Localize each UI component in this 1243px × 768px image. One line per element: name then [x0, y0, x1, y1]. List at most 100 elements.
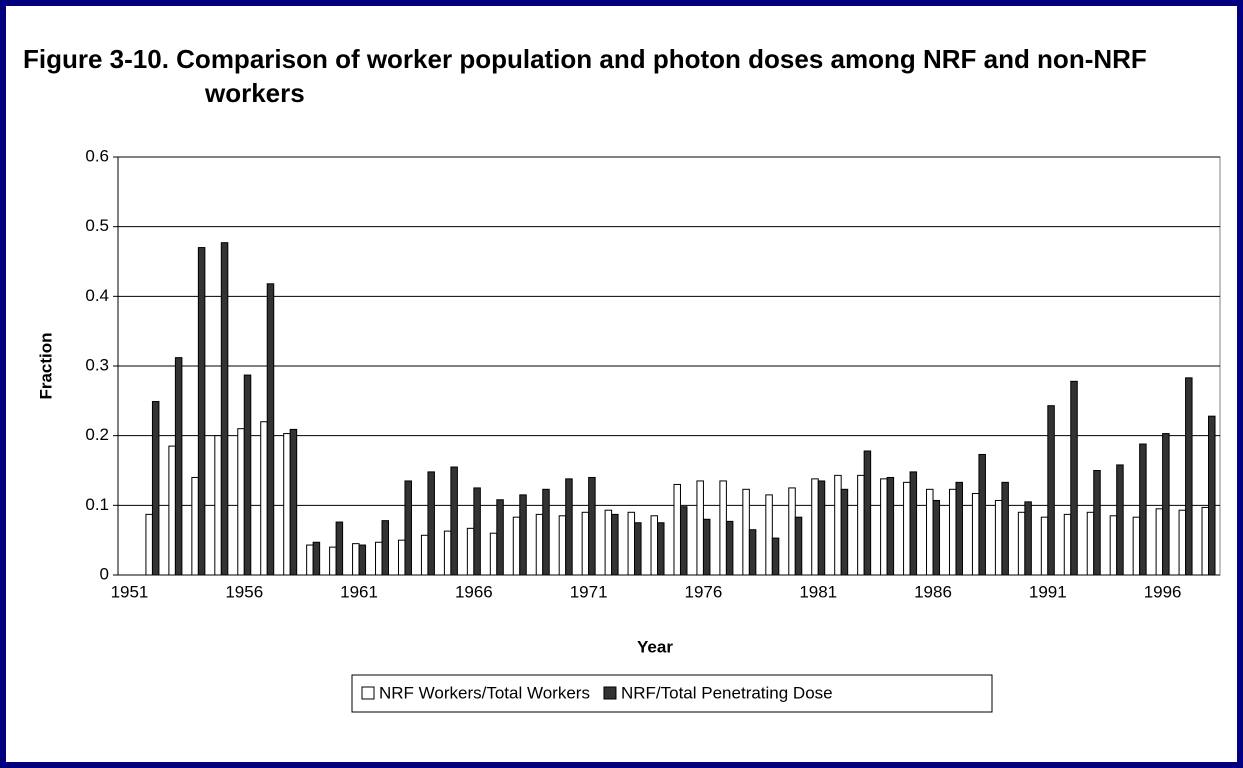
bar — [794, 516, 803, 576]
bar — [679, 506, 688, 576]
legend-label: NRF/Total Penetrating Dose — [621, 683, 833, 702]
bar — [145, 513, 153, 576]
bar — [1024, 501, 1032, 576]
bar — [466, 527, 475, 576]
bar — [237, 428, 245, 576]
bar — [1040, 516, 1049, 576]
bar — [1047, 405, 1055, 576]
x-tick-label: 1966 — [455, 582, 493, 601]
bar — [420, 534, 429, 576]
y-tick-label: 0 — [100, 564, 109, 583]
x-axis-label: Year — [637, 637, 673, 656]
bar — [588, 476, 596, 576]
bar — [765, 494, 773, 576]
bar — [1208, 415, 1216, 576]
bar — [535, 513, 544, 576]
bar — [375, 541, 383, 576]
bar — [725, 520, 734, 576]
bar — [260, 421, 268, 576]
bar — [191, 476, 199, 576]
bar — [427, 471, 435, 576]
bar — [788, 487, 796, 576]
x-tick-label: 1996 — [1144, 582, 1182, 601]
bar — [581, 511, 590, 576]
bar — [811, 478, 819, 576]
x-tick-label: 1956 — [225, 582, 263, 601]
bar — [650, 515, 659, 576]
bar — [1070, 380, 1078, 576]
bar — [565, 478, 573, 576]
bar — [702, 518, 711, 576]
bar — [978, 453, 986, 576]
bar — [909, 471, 918, 576]
legend-swatch — [361, 686, 375, 700]
bar — [1093, 470, 1101, 576]
bar — [283, 433, 291, 576]
bar — [220, 242, 229, 576]
bar — [1116, 464, 1124, 576]
y-tick-label: 0.4 — [85, 286, 109, 305]
bar — [489, 532, 498, 576]
bar — [771, 537, 780, 576]
y-tick-label: 0.3 — [85, 355, 109, 374]
bar — [857, 474, 865, 576]
bar — [634, 522, 642, 576]
bar — [329, 546, 337, 576]
bar — [994, 499, 1003, 576]
legend-label: NRF Workers/Total Workers — [379, 683, 590, 702]
bar — [558, 515, 567, 576]
bar — [886, 476, 895, 576]
bar — [932, 499, 941, 576]
bar — [243, 374, 252, 576]
y-tick-label: 0.2 — [85, 425, 109, 444]
bar — [335, 521, 344, 576]
bar — [1139, 443, 1147, 576]
x-tick-label: 1961 — [340, 582, 378, 601]
x-tick-label: 1976 — [685, 582, 723, 601]
bar — [312, 541, 321, 576]
bar — [1185, 377, 1193, 576]
bar — [696, 480, 704, 576]
bar — [817, 480, 826, 576]
bar — [542, 488, 550, 576]
bar — [948, 488, 957, 576]
bar — [266, 283, 275, 576]
bar — [397, 539, 406, 576]
bar — [673, 483, 681, 576]
legend-swatch — [603, 686, 617, 700]
x-tick-label: 1991 — [1029, 582, 1067, 601]
bar — [473, 487, 481, 576]
bar — [1063, 513, 1072, 576]
bar — [742, 488, 750, 576]
bar — [151, 401, 160, 576]
bar — [1155, 508, 1164, 576]
y-tick-label: 0.6 — [85, 146, 109, 165]
bar — [197, 247, 206, 576]
bar — [404, 480, 412, 576]
bar — [955, 481, 963, 576]
bar — [657, 522, 665, 576]
y-axis-label: Fraction — [36, 332, 55, 399]
bar — [840, 488, 849, 576]
bar — [443, 530, 452, 576]
bar — [1178, 509, 1187, 576]
bar — [450, 466, 458, 576]
bar — [1086, 511, 1095, 576]
bar — [604, 509, 613, 576]
bar — [512, 516, 521, 576]
y-tick-label: 0.5 — [85, 216, 109, 235]
y-tick-label: 0.1 — [85, 495, 109, 514]
bar — [174, 357, 183, 576]
x-tick-label: 1981 — [799, 582, 837, 601]
bar — [306, 544, 314, 576]
legend-box — [351, 674, 993, 713]
bar — [168, 445, 176, 576]
bar — [880, 478, 888, 576]
bar — [834, 474, 842, 576]
bar — [1001, 481, 1009, 576]
bar — [519, 494, 527, 576]
bar — [748, 529, 757, 576]
bar — [358, 544, 367, 576]
bar — [903, 481, 911, 576]
